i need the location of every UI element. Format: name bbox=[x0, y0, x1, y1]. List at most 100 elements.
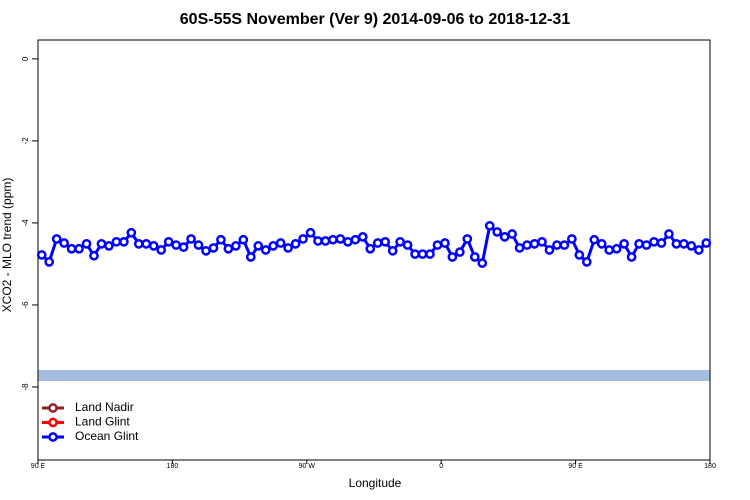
data-point bbox=[507, 229, 517, 239]
data-point bbox=[253, 241, 264, 251]
data-point bbox=[171, 240, 181, 250]
y-tick-label: 0 bbox=[21, 56, 30, 61]
data-point bbox=[634, 238, 644, 249]
y-tick-label: -4 bbox=[21, 219, 30, 227]
data-point bbox=[544, 245, 555, 255]
data-point bbox=[365, 243, 376, 254]
data-point bbox=[298, 234, 308, 244]
data-point bbox=[133, 238, 144, 249]
x-tick-label: 180 bbox=[704, 463, 716, 470]
x-axis-label: Longitude bbox=[349, 476, 402, 490]
plot-area bbox=[36, 220, 712, 268]
data-point bbox=[313, 236, 323, 246]
data-point bbox=[36, 250, 47, 260]
data-point bbox=[320, 236, 331, 246]
data-point bbox=[126, 227, 137, 238]
data-point bbox=[492, 227, 503, 237]
data-point bbox=[462, 234, 473, 244]
y-axis-label: XCO2 - MLO trend (ppm) bbox=[0, 178, 14, 313]
data-point bbox=[275, 238, 286, 248]
data-point bbox=[335, 234, 346, 244]
legend-label: Ocean Glint bbox=[75, 429, 139, 443]
x-tick-label: 90 W bbox=[299, 463, 316, 470]
legend-label: Land Glint bbox=[75, 415, 130, 429]
data-point bbox=[59, 238, 69, 248]
data-point bbox=[96, 238, 107, 249]
data-point bbox=[410, 249, 420, 259]
data-point bbox=[641, 240, 652, 250]
data-point bbox=[574, 250, 585, 260]
data-point bbox=[581, 257, 592, 267]
chart-title: 60S-55S November (Ver 9) 2014-09-06 to 2… bbox=[180, 11, 571, 28]
data-point bbox=[552, 240, 562, 250]
data-point bbox=[89, 250, 99, 261]
coverage-band bbox=[38, 370, 710, 381]
x-tick-label: 0 bbox=[439, 463, 443, 470]
data-point bbox=[343, 236, 353, 247]
data-point bbox=[596, 238, 607, 249]
data-point bbox=[679, 238, 689, 249]
data-point bbox=[44, 257, 55, 267]
data-point bbox=[51, 234, 62, 244]
data-point bbox=[440, 238, 450, 248]
y-tick-label: -8 bbox=[21, 383, 30, 391]
data-point bbox=[357, 232, 368, 242]
data-point bbox=[328, 234, 338, 245]
data-point bbox=[589, 234, 600, 245]
data-point bbox=[395, 236, 405, 247]
data-point bbox=[425, 249, 435, 259]
data-point bbox=[66, 243, 77, 254]
data-point bbox=[671, 238, 682, 249]
data-point bbox=[178, 242, 189, 252]
data-point bbox=[567, 234, 577, 244]
data-point bbox=[499, 232, 510, 242]
data-point bbox=[201, 245, 211, 256]
data-point bbox=[604, 245, 615, 255]
y-tick-label: -6 bbox=[21, 301, 30, 309]
data-point bbox=[626, 252, 637, 262]
legend-marker bbox=[48, 403, 58, 413]
data-point bbox=[163, 236, 174, 247]
data-point bbox=[216, 234, 226, 245]
data-point bbox=[619, 238, 629, 249]
data-point bbox=[693, 245, 704, 255]
data-point bbox=[529, 238, 540, 249]
data-point bbox=[305, 227, 316, 238]
y-tick-label: -2 bbox=[21, 137, 30, 145]
data-point bbox=[223, 243, 234, 254]
data-point bbox=[268, 241, 279, 251]
data-point bbox=[260, 245, 271, 255]
data-point bbox=[656, 238, 667, 248]
legend-label: Land Nadir bbox=[75, 400, 134, 414]
data-point bbox=[245, 252, 256, 262]
x-tick-label: 90 E bbox=[568, 463, 583, 470]
data-point bbox=[701, 238, 712, 248]
data-point bbox=[104, 241, 114, 251]
data-point bbox=[193, 240, 204, 250]
data-point bbox=[119, 236, 129, 247]
data-point bbox=[283, 243, 293, 253]
data-point bbox=[231, 241, 241, 251]
plot-frame bbox=[37, 39, 711, 461]
legend-marker bbox=[48, 417, 58, 428]
data-point bbox=[432, 240, 443, 250]
data-point bbox=[455, 247, 465, 257]
data-point bbox=[350, 234, 361, 245]
x-tick-label: 180 bbox=[167, 463, 179, 470]
data-point bbox=[290, 238, 301, 249]
data-point bbox=[611, 243, 622, 254]
data-point bbox=[537, 236, 547, 247]
data-point bbox=[81, 238, 92, 249]
data-point bbox=[148, 241, 159, 251]
legend-marker bbox=[48, 432, 58, 442]
data-point bbox=[238, 234, 249, 245]
data-point bbox=[686, 241, 697, 251]
data-point bbox=[477, 258, 488, 268]
data-point bbox=[186, 234, 196, 244]
data-point bbox=[559, 240, 570, 250]
data-point bbox=[649, 236, 659, 247]
data-point bbox=[74, 243, 84, 254]
x-tick-label: 90 E bbox=[31, 463, 46, 470]
